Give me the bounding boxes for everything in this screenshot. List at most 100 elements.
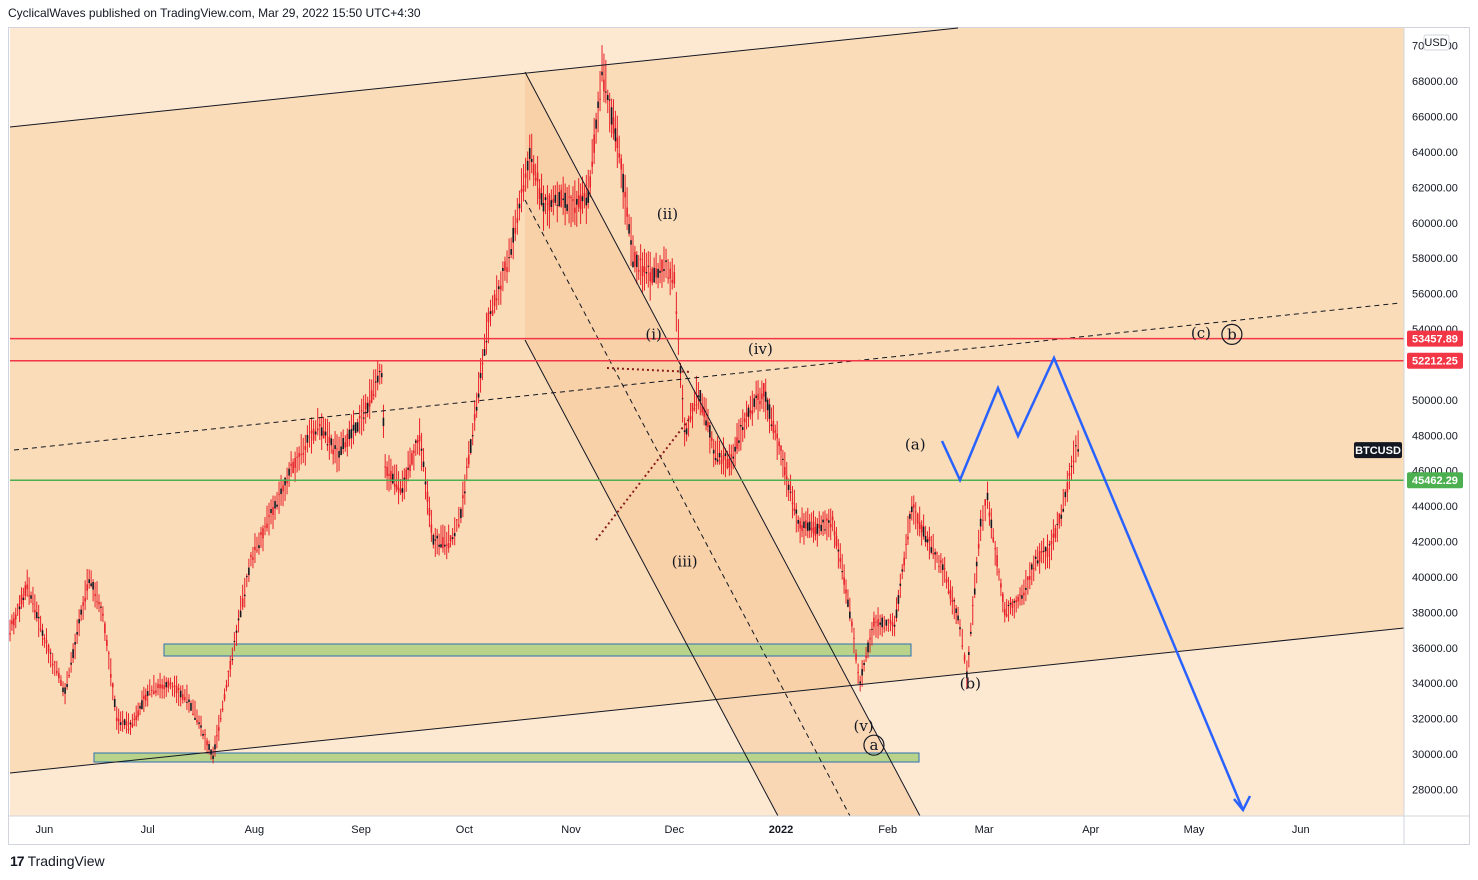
candle-body (35, 612, 38, 619)
x-tick-label: Jul (141, 824, 155, 836)
candle-body (636, 254, 638, 268)
candle-body (828, 520, 830, 523)
candle-body (649, 272, 652, 282)
candle-body (616, 137, 619, 148)
candle-body (971, 604, 974, 606)
candle-body (137, 710, 139, 717)
candle-body (175, 685, 178, 694)
candle-body (877, 619, 879, 627)
candle-body (889, 620, 892, 624)
y-tick-label: 64000.00 (1412, 147, 1458, 159)
candle-body (689, 416, 692, 420)
candle-body (449, 535, 452, 542)
x-tick-label: Oct (456, 824, 473, 836)
candle-body (761, 393, 763, 400)
candle-body (290, 463, 292, 466)
candle-body (487, 312, 490, 323)
candle-body (782, 458, 784, 461)
candle-body (570, 197, 572, 199)
symbol-tag (1354, 442, 1402, 459)
candle-body (630, 240, 632, 245)
candle-body (986, 492, 989, 501)
candle-body (424, 481, 427, 485)
candle-body (403, 477, 406, 480)
candle-body (791, 502, 794, 505)
candle-body (292, 461, 294, 474)
x-tick-label: Jun (36, 824, 54, 836)
candle-body (687, 417, 690, 419)
candle-body (504, 261, 506, 271)
candle-body (579, 194, 582, 210)
candle-body (342, 438, 344, 450)
candle-body (334, 445, 336, 449)
candle-body (270, 509, 272, 514)
candle-body (432, 535, 435, 545)
candle-body (869, 637, 871, 640)
candle-body (188, 699, 190, 702)
y-tick-label: 44000.00 (1412, 501, 1458, 513)
candle-body (564, 192, 566, 208)
projection-arrowhead (1233, 795, 1252, 813)
candle-body (489, 311, 492, 314)
candle-body (622, 173, 624, 193)
candle-body (663, 269, 665, 272)
candle-body (893, 624, 896, 627)
candle-body (778, 441, 780, 447)
candle-body (409, 464, 411, 472)
candle-body (196, 720, 198, 723)
chart-frame[interactable] (8, 27, 1470, 845)
candle-body (855, 653, 857, 661)
candle-body (512, 227, 515, 243)
candle-body (951, 599, 954, 603)
candle-body (110, 674, 112, 678)
candle-body (992, 537, 995, 542)
candle-body (1036, 560, 1039, 564)
candle-body (695, 404, 698, 406)
candle-body (764, 391, 767, 402)
candle-body (1005, 614, 1008, 617)
candle-body (526, 160, 529, 171)
candle-body (926, 539, 929, 543)
candle-body (314, 431, 317, 435)
candle-body (66, 683, 68, 688)
y-tick-label: 58000.00 (1412, 253, 1458, 265)
tradingview-footer[interactable]: 17 TradingView (10, 853, 105, 869)
candle-body (1066, 482, 1069, 493)
candle-body (606, 95, 609, 100)
candle-body (473, 413, 476, 421)
price-tag-label: 53457.89 (1412, 334, 1458, 346)
candle-body (223, 694, 226, 700)
candle-body (1050, 540, 1053, 545)
candle-body (22, 597, 25, 600)
channel-lower-line (9, 627, 1405, 774)
x-tick-label: Jun (1292, 824, 1310, 836)
candle-body (522, 185, 525, 192)
candle-body (231, 659, 234, 661)
candle-body (26, 584, 29, 590)
candle-body (326, 444, 329, 446)
candle-body (237, 618, 240, 621)
candle-body (508, 257, 510, 259)
candle-body (374, 381, 377, 383)
x-tick-label: Feb (878, 824, 897, 836)
candle-body (716, 459, 719, 462)
candle-body (200, 725, 202, 728)
symbol-tag-label: BTCUSD (1355, 445, 1401, 457)
candle-body (542, 202, 545, 212)
candle-body (581, 196, 584, 202)
candle-body (831, 516, 834, 521)
candle-body (945, 579, 948, 583)
candle-body (368, 400, 371, 407)
candle-body (552, 198, 555, 203)
candle-body (276, 504, 278, 507)
candle-body (647, 265, 650, 267)
candle-body (376, 375, 379, 383)
candle-body (233, 640, 236, 642)
candle-body (637, 269, 640, 272)
candle-body (250, 555, 252, 558)
candle-body (536, 172, 539, 182)
x-tick-label: May (1184, 824, 1205, 836)
candle-body (814, 527, 817, 536)
candle-body (934, 552, 936, 555)
